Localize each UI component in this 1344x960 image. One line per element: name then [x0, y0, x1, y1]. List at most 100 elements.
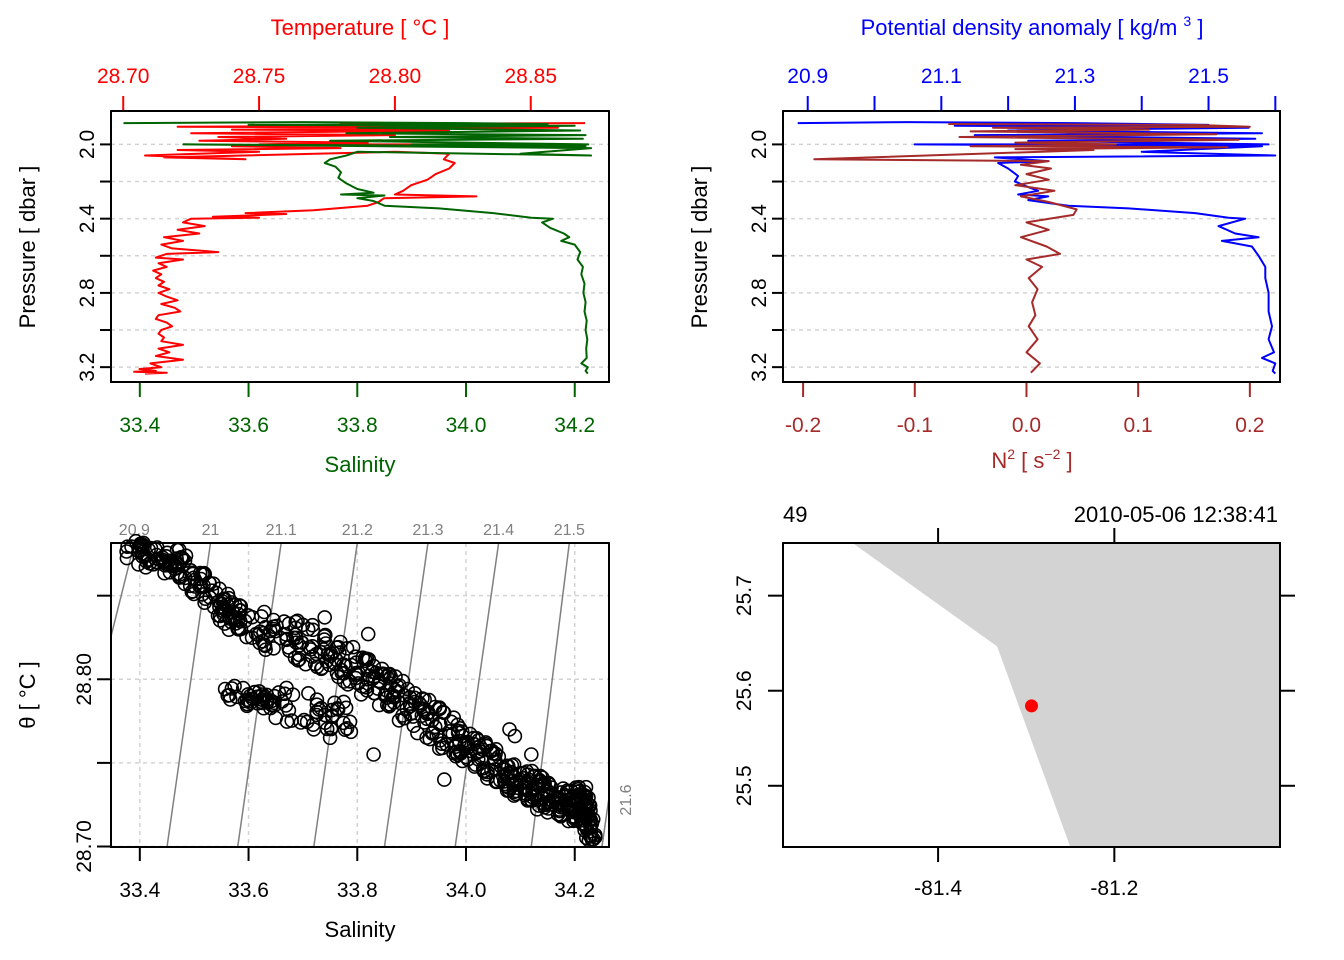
scatter-point — [417, 701, 433, 717]
scatter-point — [360, 662, 375, 678]
scatter-point — [233, 598, 249, 614]
scatter-point — [240, 696, 255, 712]
x-tick-label: 33.6 — [228, 879, 269, 902]
top-tick-label: 28.70 — [97, 65, 150, 88]
scatter-point — [212, 608, 228, 624]
scatter-point — [224, 595, 240, 610]
scatter-point — [131, 557, 146, 572]
isopycnal-line — [454, 543, 500, 847]
scatter-point — [342, 714, 358, 730]
scatter-point — [220, 688, 235, 703]
scatter-point — [138, 559, 154, 575]
series-line-potential-density-anomaly — [797, 121, 1277, 375]
scatter-point — [397, 710, 413, 726]
scatter-point — [317, 610, 333, 625]
x-tick-label: 34.0 — [446, 879, 487, 902]
scatter-point — [581, 797, 597, 813]
profile-density-n2-panel: Potential density anomaly [ kg/m 3 ] N2 … — [687, 13, 1281, 473]
scatter-point — [355, 650, 371, 666]
scatter-point — [407, 690, 422, 706]
scatter-point — [353, 687, 369, 702]
scatter-point — [323, 646, 339, 661]
scatter-point — [334, 665, 350, 681]
scatter-point — [452, 720, 468, 736]
isopycnal-label: 21.2 — [342, 522, 373, 539]
y-tick-label: 25.7 — [733, 575, 756, 616]
scatter-point — [271, 685, 287, 700]
profile-temperature-salinity-panel: Temperature [ °C ] Salinity Pressure [ d… — [15, 15, 610, 477]
scatter-point — [322, 730, 338, 746]
scatter-point — [524, 763, 540, 779]
scatter-point — [317, 707, 333, 723]
land-polygon — [852, 543, 1280, 847]
isopycnal-line — [313, 543, 359, 847]
scatter-point — [552, 803, 567, 819]
scatter-point — [518, 786, 534, 802]
scatter-point — [399, 701, 415, 717]
scatter-point — [197, 595, 212, 611]
top-tick-label: 28.80 — [369, 65, 422, 88]
station-marker — [1025, 699, 1038, 713]
n2-title-mid: [ s — [1015, 448, 1044, 473]
scatter-point — [377, 688, 393, 703]
scatter-point — [261, 628, 276, 643]
scatter-point — [279, 632, 294, 648]
x-tick-label: 33.8 — [337, 879, 378, 902]
scatter-point — [348, 649, 363, 665]
scatter-point — [305, 617, 320, 633]
ts-xlabel: Salinity — [325, 917, 396, 942]
scatter-point — [330, 700, 345, 716]
scatter-points — [119, 533, 603, 848]
temperature-axis-title: Temperature [ °C ] — [271, 15, 450, 40]
plot-frame — [110, 110, 610, 383]
scatter-point — [309, 659, 325, 675]
y-tick-label: 2.4 — [76, 204, 99, 234]
density-title-sup: 3 — [1183, 13, 1191, 29]
scatter-point — [488, 774, 504, 790]
scatter-point — [266, 619, 281, 635]
scatter-point — [258, 619, 273, 635]
bottom-tick-label: 33.4 — [119, 414, 160, 437]
y-tick-label: 3.2 — [748, 353, 771, 382]
scatter-point — [313, 700, 329, 716]
series-line-temperature — [133, 122, 586, 375]
scatter-point — [377, 666, 392, 682]
density-axis-title: Potential density anomaly [ kg/m 3 ] — [861, 13, 1204, 40]
x-tick-label: -81.4 — [914, 877, 962, 900]
scatter-point — [419, 711, 435, 727]
n2-title-sup2: −2 — [1044, 446, 1060, 462]
plot-frame — [110, 542, 610, 848]
scatter-point — [479, 771, 495, 786]
scatter-point — [281, 640, 296, 655]
scatter-point — [316, 642, 331, 657]
station-number: 49 — [783, 502, 807, 527]
top-tick-label: 28.75 — [233, 65, 286, 88]
scatter-point — [366, 747, 381, 762]
scatter-point — [281, 616, 297, 632]
n2-title-sup: 2 — [1007, 446, 1015, 462]
y-tick-label: 28.80 — [73, 653, 96, 706]
scatter-point — [172, 569, 188, 584]
top-tick-label: 20.9 — [787, 65, 828, 88]
scatter-point — [250, 627, 266, 643]
y-tick-label: 2.4 — [748, 204, 771, 234]
isopycnal-label: 21.5 — [554, 522, 585, 539]
scatter-point — [196, 578, 211, 593]
scatter-point — [290, 653, 306, 668]
scatter-point — [340, 677, 356, 692]
plot-frame — [782, 542, 1281, 848]
y-tick-label: 2.0 — [76, 130, 99, 159]
bottom-tick-label: 33.6 — [228, 414, 269, 437]
station-map-panel: -81.4 -81.2 25.5 25.6 25.7 49 2010-05-06 12:… — [733, 502, 1295, 900]
scatter-point — [499, 758, 515, 774]
bottom-tick-label: 0.2 — [1235, 414, 1264, 437]
scatter-point — [570, 781, 586, 797]
scatter-point — [305, 717, 321, 733]
scatter-point — [383, 669, 399, 685]
scatter-point — [119, 544, 134, 559]
scatter-point — [175, 551, 191, 566]
scatter-point — [250, 696, 265, 711]
scatter-point — [523, 747, 539, 762]
density-axis-title-text: Potential density anomaly [ kg/m — [861, 15, 1178, 40]
isopycnal-label: 21.3 — [412, 522, 443, 539]
